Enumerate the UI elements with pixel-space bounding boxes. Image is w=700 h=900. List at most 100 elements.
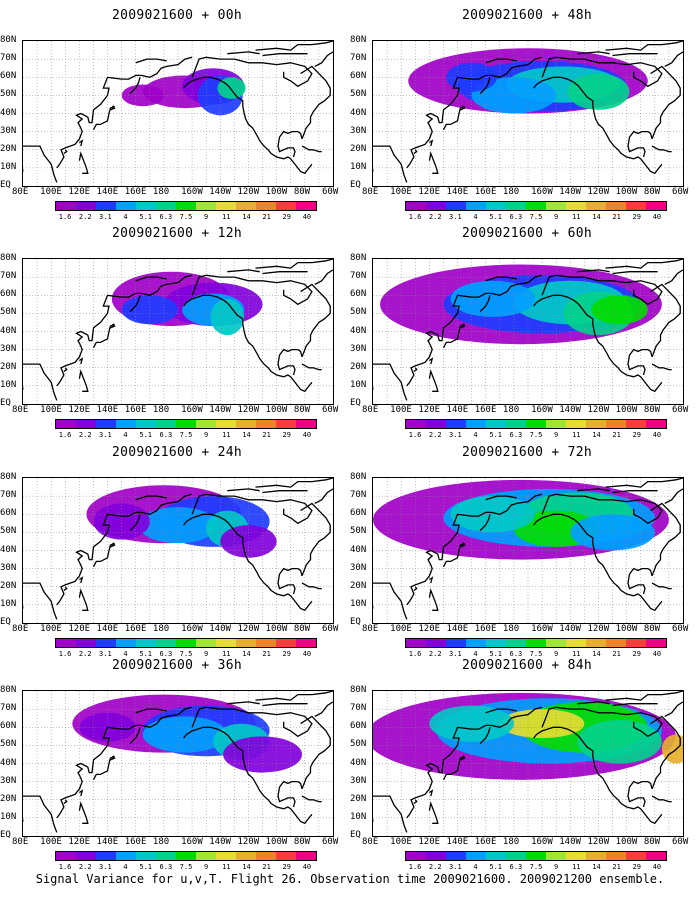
colorbar-label: 7.5 — [529, 650, 543, 658]
coastline — [301, 145, 322, 153]
coastline — [533, 513, 663, 612]
coastline — [373, 363, 408, 401]
longitude-label: 180 — [502, 624, 520, 634]
coastline — [605, 478, 683, 488]
colorbar-segment — [526, 202, 546, 210]
colorbar-segment — [236, 852, 256, 860]
longitude-label: 80W — [643, 405, 661, 415]
colorbar-label: 40 — [652, 213, 662, 221]
longitude-label: 140W — [559, 837, 581, 847]
map-svg — [23, 691, 333, 836]
colorbar-segment — [276, 852, 296, 860]
colorbar-label: 14 — [242, 213, 251, 221]
colorbar-label: 2.2 — [428, 213, 442, 221]
latitude-label: 20N — [0, 143, 17, 154]
colorbar-label: 9 — [554, 431, 559, 439]
coastline — [485, 495, 517, 501]
latitude-label: 50N — [350, 89, 367, 100]
colorbar-segment — [586, 852, 606, 860]
longitude-label: 160E — [474, 624, 497, 634]
latitude-label: 40N — [350, 757, 367, 768]
latitude-label: 60N — [0, 721, 17, 732]
coastline — [541, 493, 663, 525]
colorbar — [55, 419, 317, 429]
longitude-label: 100W — [615, 624, 638, 634]
longitude-label: 80E — [12, 187, 29, 197]
latitude-label: 30N — [0, 125, 17, 136]
latitude-label: 80N — [0, 472, 17, 482]
latitude-label: EQ — [350, 617, 361, 627]
colorbar-segment — [136, 852, 156, 860]
colorbar-segment — [566, 852, 586, 860]
coastline — [577, 488, 610, 492]
coastline — [56, 274, 193, 387]
colorbar-label: 9 — [554, 650, 559, 658]
latitude-label: 50N — [0, 526, 17, 537]
longitude-label: 100W — [615, 405, 638, 415]
colorbar-segment — [406, 852, 426, 860]
colorbar-segment — [156, 202, 176, 210]
longitude-label: 100W — [265, 405, 288, 415]
longitude-label: 120W — [237, 187, 260, 197]
latitude-label: 60N — [350, 508, 367, 519]
colorbar-label: 1.6 — [58, 863, 72, 871]
longitude-label: 140E — [446, 405, 469, 415]
latitude-label: 60N — [0, 289, 17, 300]
longitude-label: 140E — [446, 187, 469, 197]
colorbar-label: 6.3 — [509, 863, 523, 871]
coastline — [406, 706, 543, 819]
coastline — [314, 269, 333, 285]
colorbar-segment — [76, 202, 96, 210]
longitude-label: 80E — [362, 187, 379, 197]
coastline — [664, 701, 683, 717]
colorbar-segment — [196, 202, 216, 210]
colorbar-segment — [566, 639, 586, 647]
colorbar-segment — [546, 202, 566, 210]
latitude-label: 70N — [350, 703, 367, 714]
coastline — [442, 323, 465, 349]
colorbar-label: 6.3 — [509, 213, 523, 221]
colorbar-label: 29 — [282, 431, 291, 439]
colorbar-label: 9 — [554, 863, 559, 871]
longitude-label: 140W — [209, 187, 231, 197]
colorbar-segment — [276, 420, 296, 428]
colorbar-label: 11 — [572, 431, 581, 439]
colorbar-label: 9 — [554, 213, 559, 221]
colorbar-segment — [196, 852, 216, 860]
latitude-label: 30N — [350, 775, 367, 786]
coastline — [651, 582, 672, 590]
colorbar-label: 14 — [592, 431, 601, 439]
colorbar-label: 40 — [302, 213, 312, 221]
longitude-label: 160W — [531, 187, 553, 197]
longitude-label: 180 — [152, 624, 170, 634]
colorbar-segment — [646, 852, 666, 860]
colorbar-segment — [76, 852, 96, 860]
coastline — [191, 56, 313, 88]
colorbar-segment — [276, 639, 296, 647]
longitude-label: 80E — [12, 405, 29, 415]
colorbar-label: 11 — [572, 213, 581, 221]
latitude-label: EQ — [0, 617, 11, 627]
colorbar-label: 40 — [302, 863, 312, 871]
coastline — [651, 363, 672, 371]
variance-blob — [450, 280, 536, 317]
coastline — [277, 348, 303, 376]
colorbar-label: 3.1 — [99, 213, 112, 221]
latitude-label: 70N — [350, 271, 367, 282]
coastline — [63, 586, 68, 591]
colorbar-segment — [626, 852, 646, 860]
longitude-label: 120E — [418, 405, 441, 415]
latitude-label: 50N — [350, 739, 367, 750]
map-svg — [373, 691, 683, 836]
colorbar-segment — [526, 639, 546, 647]
colorbar-label: 40 — [302, 431, 312, 439]
coastline — [612, 490, 658, 494]
colorbar-segment — [486, 852, 506, 860]
colorbar-label: 4 — [123, 650, 128, 658]
latitude-label: 70N — [0, 271, 17, 282]
coastline — [314, 51, 333, 67]
colorbar-segment — [586, 420, 606, 428]
longitude-label: 80E — [362, 837, 379, 847]
latitude-label: 80N — [0, 35, 17, 45]
colorbar-label: 21 — [262, 431, 271, 439]
